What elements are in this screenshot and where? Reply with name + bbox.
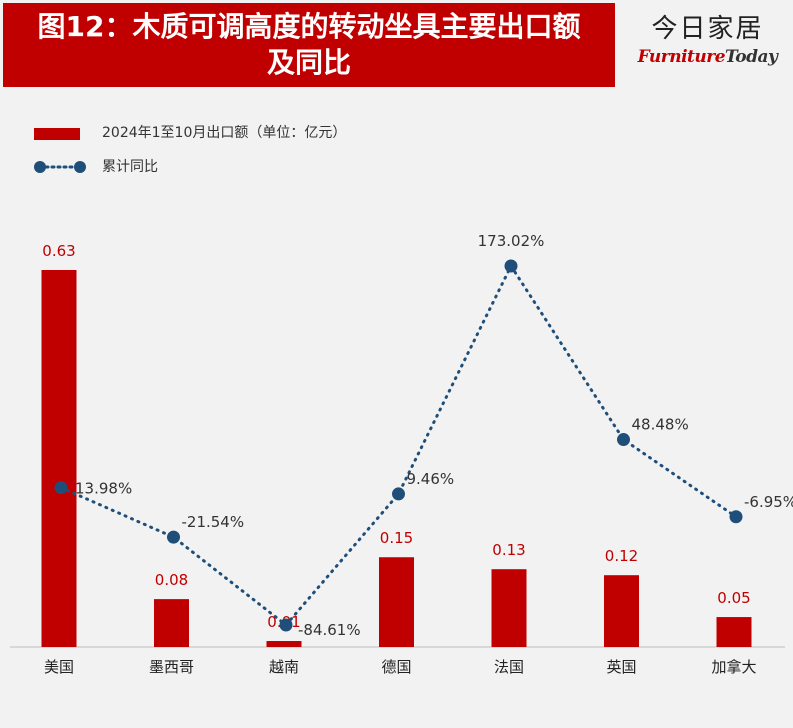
bar-value-label: 0.13 — [492, 541, 525, 559]
yoy-value-label: -21.54% — [182, 513, 245, 531]
yoy-value-label: 13.98% — [75, 480, 132, 498]
legend-bar-swatch — [34, 128, 80, 140]
brand-logo: 今日家居 FurnitureToday — [630, 8, 785, 67]
title-bar: 图12：木质可调高度的转动坐具主要出口额 及同比 — [3, 3, 615, 87]
yoy-point — [504, 259, 518, 273]
bar-value-label: 0.12 — [605, 547, 638, 565]
yoy-point — [729, 510, 743, 524]
yoy-point — [279, 618, 293, 632]
yoy-point — [167, 530, 180, 544]
x-tick-label: 英国 — [606, 658, 636, 676]
bar-value-label: 0.63 — [42, 242, 75, 260]
brand-name-en-part2: Today — [725, 47, 778, 67]
legend-bar-label: 2024年1至10月出口额（单位：亿元） — [102, 125, 347, 141]
yoy-point — [54, 481, 68, 495]
bar — [154, 599, 189, 647]
bar — [716, 617, 752, 647]
brand-name-en-part1: Furniture — [637, 47, 726, 67]
bar — [41, 270, 77, 647]
bar — [491, 569, 527, 647]
bar-value-label: 0.05 — [717, 589, 750, 607]
x-tick-label: 美国 — [44, 658, 74, 676]
bar — [266, 641, 302, 647]
bar — [604, 575, 639, 647]
yoy-value-label: -6.95% — [744, 493, 793, 511]
legend-line-label: 累计同比 — [102, 159, 158, 175]
x-tick-label: 越南 — [269, 658, 299, 676]
yoy-point — [617, 433, 630, 447]
x-tick-label: 加拿大 — [711, 658, 756, 676]
legend-line-swatch — [34, 161, 86, 173]
yoy-value-label: -84.61% — [298, 621, 361, 639]
x-tick-label: 法国 — [494, 658, 524, 676]
bar-value-label: 0.15 — [380, 529, 413, 547]
x-tick-label: 德国 — [381, 658, 411, 676]
yoy-value-label: 173.02% — [478, 232, 545, 250]
yoy-value-label: 9.46% — [407, 470, 455, 488]
brand-name-en: FurnitureToday — [630, 47, 785, 67]
x-tick-label: 墨西哥 — [149, 658, 194, 676]
yoy-point — [392, 487, 405, 501]
chart-title: 图12：木质可调高度的转动坐具主要出口额 及同比 — [37, 10, 581, 79]
bar-value-label: 0.08 — [155, 571, 188, 589]
brand-name-cn: 今日家居 — [651, 14, 764, 44]
yoy-value-label: 48.48% — [632, 416, 689, 434]
bar — [379, 557, 414, 647]
